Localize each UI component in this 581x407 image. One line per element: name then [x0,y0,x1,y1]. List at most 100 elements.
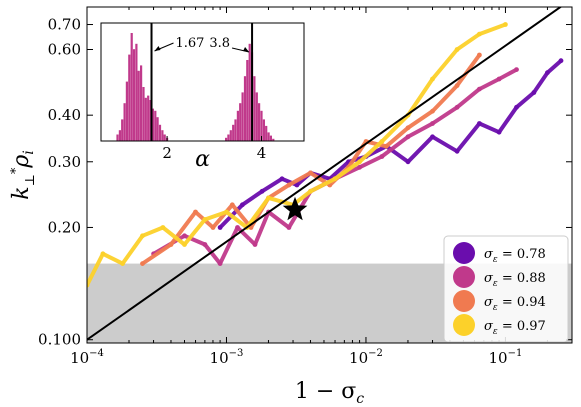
inset-x-tick-label-1: 2 [162,144,172,162]
inset-bar [239,103,242,141]
main-plot-frame [86,6,573,344]
series-1-point [259,188,265,194]
inset-bar [243,76,247,141]
series-3-point [229,202,235,208]
inset-bar [118,130,121,141]
inset-bar [260,110,263,141]
series-2-point [357,164,362,170]
series-4-point [202,217,208,222]
inset-bar [147,95,150,141]
y-tick-label-3: 0.30 [48,153,81,171]
inset-bar [236,110,239,141]
inset-bar [116,134,119,141]
inset-annotation-2: 3.8 [209,36,230,51]
legend-marker-2 [453,266,475,288]
series-4-point [503,22,508,27]
legend-marker-4 [453,314,475,336]
series-4-point [379,139,385,144]
inset-bar [229,130,232,141]
reference-line [87,7,563,341]
inset-bar [132,49,136,142]
series-3-point [383,143,389,149]
series-3-point [308,170,313,176]
series-2-point [202,242,208,247]
inset-bar [125,81,128,141]
series-2-point [454,104,460,110]
series-4-point [477,31,482,37]
series-3-point [454,83,460,88]
series-3-point [477,52,482,58]
series-2-point [405,134,411,140]
series-1-point [430,134,435,140]
series-4-point [120,261,125,266]
series-1-point [558,58,564,64]
legend-box [443,235,569,343]
inset-bar [161,130,164,141]
inset-bar [154,110,157,141]
series-3-point [193,209,198,215]
inset-bar [255,92,258,141]
y-tick-label-1: 0.100 [38,331,81,349]
series-4-point [357,159,362,165]
inset-bar [225,137,228,141]
inset-bar [265,125,268,141]
inset-bar [123,103,126,141]
series-2-point [286,225,292,230]
legend-label-2: σε = 0.88 [484,271,546,289]
series-1-point [514,104,519,110]
series-1-point [477,121,482,126]
series-1-point [217,225,223,230]
inset-bar [246,60,249,141]
y-tick-label-2: 0.20 [48,218,81,236]
series-1-point [294,182,300,188]
series-2-point [496,76,502,82]
star-marker [282,196,308,221]
inset-bar [232,124,235,141]
series-4-point [266,195,271,201]
inset-bar [267,132,270,141]
x-tick-label-3: 10−2 [349,348,383,367]
series-1-point [545,70,550,76]
inset-bar [258,103,261,141]
inset-bar [158,124,162,141]
y-tick-label-6: 0.70 [48,16,81,34]
series-1-point [240,202,245,208]
inset-bar [135,43,138,141]
series-2-point [182,233,187,239]
series-1-point [405,159,411,165]
series-3-point [286,182,292,188]
series-3-point [405,125,411,131]
inset-arrowhead-1 [154,46,161,51]
inset-bar [248,43,251,141]
series-2-point [430,121,435,126]
series-1-point [496,129,502,135]
inset-bar [142,87,145,141]
series-4-point [224,209,229,215]
legend-marker-1 [453,242,475,264]
inset-bar [234,119,237,141]
inset-bar [130,33,133,141]
inset-x-tick-label-2: 4 [257,144,267,162]
y-tick-label-5: 0.60 [48,40,81,58]
y-tick-label-4: 0.40 [48,106,81,124]
series-2-point [514,67,519,72]
legend-label-3: σε = 0.94 [484,295,546,313]
inset-bar [149,100,152,141]
series-4-point [87,282,90,288]
series-4-point [140,233,145,239]
x-axis-label: 1 − σc [295,379,364,407]
series-line-4 [87,22,508,288]
x-tick-label-1: 10−4 [70,348,104,367]
series-2-point [217,261,223,266]
series-4-point [100,251,106,257]
inset-bar [137,70,140,141]
inset-plot: 1.67 3.8 2 4 α [100,22,305,172]
series-2-point [379,154,385,159]
inset-bar [227,134,230,141]
series-2-point [477,86,482,92]
series-1-point [531,90,537,95]
inset-bar [144,97,147,141]
legend-label-1: σε = 0.78 [484,247,546,265]
